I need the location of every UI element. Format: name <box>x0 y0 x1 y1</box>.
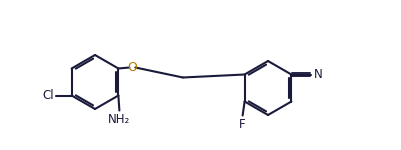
Text: F: F <box>239 117 246 130</box>
Text: Cl: Cl <box>42 89 54 102</box>
Text: O: O <box>128 61 137 74</box>
Text: NH₂: NH₂ <box>108 112 130 126</box>
Text: N: N <box>314 68 322 81</box>
